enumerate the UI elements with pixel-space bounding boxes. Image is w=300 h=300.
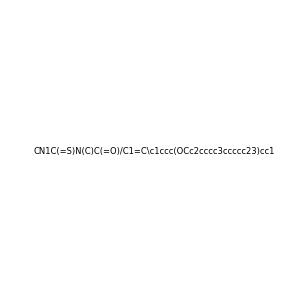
- Text: CN1C(=S)N(C)C(=O)/C1=C\c1ccc(OCc2cccc3ccccc23)cc1: CN1C(=S)N(C)C(=O)/C1=C\c1ccc(OCc2cccc3cc…: [33, 147, 274, 156]
